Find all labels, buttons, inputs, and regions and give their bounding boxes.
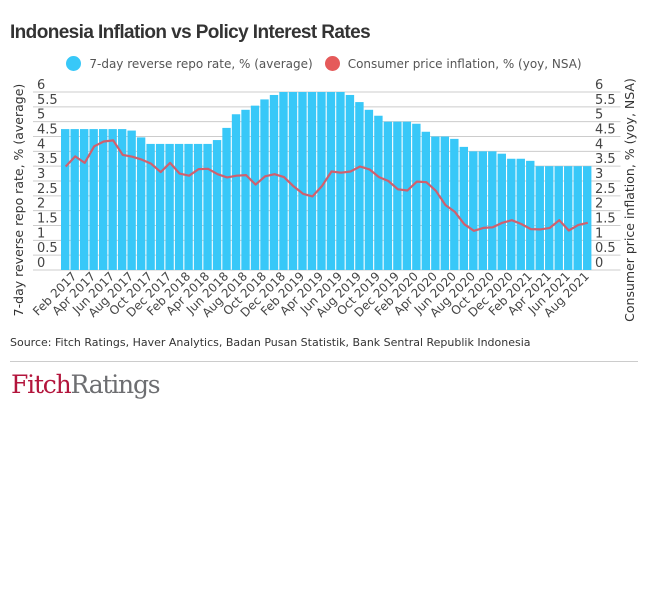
bar — [364, 109, 374, 270]
y-tick-label-left: 3.5 — [37, 152, 58, 167]
bar — [526, 160, 535, 270]
y-tick-label-left: 3 — [37, 167, 45, 182]
divider — [10, 361, 638, 362]
bar — [241, 109, 250, 270]
y-tick-label-right: 4 — [595, 137, 603, 152]
bar — [497, 153, 506, 270]
y-tick-label-left: 0 — [37, 256, 45, 271]
bar — [336, 92, 345, 270]
bar — [516, 158, 525, 270]
bar — [535, 166, 544, 270]
bar — [70, 129, 79, 270]
y-tick-label-right: 3.5 — [595, 152, 616, 167]
bar — [412, 123, 421, 270]
bar — [488, 151, 497, 270]
bar — [165, 143, 174, 270]
bar — [279, 92, 288, 270]
legend-item-repo-rate[interactable]: 7-day reverse repo rate, % (average) — [66, 56, 313, 71]
y-axis-title-right: Consumer price inflation, % (yoy, NSA) — [622, 78, 637, 322]
y-tick-label-left: 2 — [37, 197, 45, 212]
legend-label-cpi: Consumer price inflation, % (yoy, NSA) — [347, 56, 582, 71]
bar — [298, 92, 307, 270]
bar — [545, 166, 554, 270]
bar — [402, 121, 412, 271]
legend: 7-day reverse repo rate, % (average) Con… — [0, 56, 648, 71]
bar — [98, 129, 108, 270]
bar — [61, 129, 70, 270]
bar — [393, 121, 402, 271]
legend-swatch-repo-rate — [66, 56, 82, 71]
bar — [260, 99, 269, 271]
y-tick-label-right: 0.5 — [595, 241, 616, 256]
bar — [136, 137, 146, 270]
fitch-ratings-logo: FitchRatings — [11, 370, 161, 399]
y-tick-label-right: 1.5 — [595, 212, 616, 227]
bar — [374, 115, 383, 270]
y-tick-label-right: 5.5 — [595, 93, 616, 108]
legend-item-cpi[interactable]: Consumer price inflation, % (yoy, NSA) — [324, 56, 582, 71]
y-tick-label-left: 6 — [37, 78, 45, 93]
bar — [573, 166, 582, 270]
y-tick-label-left: 1.5 — [37, 212, 58, 227]
y-tick-label-right: 3 — [595, 167, 603, 182]
bar — [212, 140, 222, 270]
y-tick-label-right: 6 — [595, 78, 603, 93]
bar — [193, 143, 203, 270]
bar — [564, 166, 573, 270]
bar — [450, 138, 459, 270]
cpi-line — [64, 139, 589, 232]
bar — [307, 92, 317, 270]
bar — [250, 105, 260, 270]
bar — [345, 94, 355, 270]
y-axis-title-left: 7-day reverse repo rate, % (average) — [11, 84, 26, 317]
bar — [127, 130, 136, 270]
bar — [355, 102, 364, 270]
y-tick-label-left: 1 — [37, 226, 45, 241]
bar — [507, 158, 516, 270]
y-tick-label-left: 0.5 — [37, 241, 58, 256]
bar — [431, 136, 440, 270]
bar — [79, 129, 89, 270]
bar — [89, 129, 98, 270]
y-tick-label-right: 5 — [595, 108, 603, 123]
bar — [478, 151, 487, 270]
bar — [231, 114, 241, 270]
source-note: Source: Fitch Ratings, Haver Analytics, … — [10, 336, 531, 349]
bar — [203, 143, 212, 270]
bar — [155, 143, 165, 270]
y-tick-label-left: 4.5 — [37, 123, 58, 138]
bar — [383, 121, 393, 271]
bar — [421, 131, 431, 270]
y-tick-label-left: 5 — [37, 108, 45, 123]
bar — [146, 143, 155, 270]
y-tick-label-right: 1 — [595, 226, 603, 241]
y-tick-label-right: 4.5 — [595, 123, 616, 138]
bar — [326, 92, 336, 270]
legend-label-repo-rate: 7-day reverse repo rate, % (average) — [89, 56, 313, 71]
bar — [554, 166, 563, 270]
bar — [184, 143, 193, 270]
chart-title: Indonesia Inflation vs Policy Interest R… — [10, 22, 371, 43]
y-tick-label-left: 5.5 — [37, 93, 58, 108]
bar — [317, 92, 326, 270]
y-tick-label-right: 2.5 — [595, 182, 616, 197]
bar — [469, 151, 478, 270]
bar — [459, 146, 469, 270]
legend-swatch-cpi — [324, 56, 340, 71]
y-tick-label-right: 2 — [595, 197, 603, 212]
bar — [269, 94, 279, 270]
chart-area: 00.511.522.533.544.555.56 00.511.522.533… — [11, 78, 637, 322]
y-tick-label-right: 0 — [595, 256, 603, 271]
y-tick-label-left: 2.5 — [37, 182, 58, 197]
bar — [583, 166, 592, 270]
bar — [174, 143, 184, 270]
bar — [288, 92, 298, 270]
bar — [117, 129, 127, 270]
y-tick-label-left: 4 — [37, 137, 45, 152]
bar — [108, 129, 117, 270]
bar — [222, 127, 231, 270]
